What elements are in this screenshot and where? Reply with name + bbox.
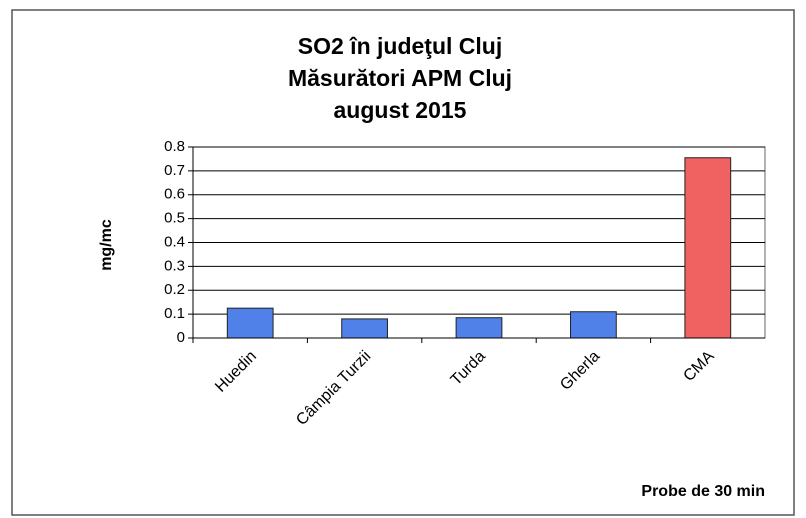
bar xyxy=(570,311,617,339)
y-tick-label: 0.2 xyxy=(164,281,185,298)
bar xyxy=(226,307,274,339)
chart-title: Măsurători APM Cluj xyxy=(288,65,512,91)
y-tick-label: 0.3 xyxy=(164,257,185,274)
x-axis-title: Probe de 30 min xyxy=(641,483,765,500)
chart-title: SO2 în judeţul Cluj xyxy=(298,33,502,59)
y-tick-label: 0.7 xyxy=(164,162,185,179)
y-tick-label: 0.5 xyxy=(164,210,185,227)
y-tick-label: 0.1 xyxy=(164,305,185,322)
chart-frame xyxy=(11,9,795,516)
bar xyxy=(684,157,732,339)
chart-title: august 2015 xyxy=(334,97,467,123)
y-tick-label: 0.6 xyxy=(164,186,185,203)
y-tick-label: 0 xyxy=(177,329,185,346)
bar xyxy=(341,318,388,339)
y-tick-label: 0.4 xyxy=(164,233,185,250)
bar xyxy=(455,317,503,339)
y-tick-label: 0.8 xyxy=(164,138,185,155)
y-axis-title: mg/mc xyxy=(98,219,115,271)
